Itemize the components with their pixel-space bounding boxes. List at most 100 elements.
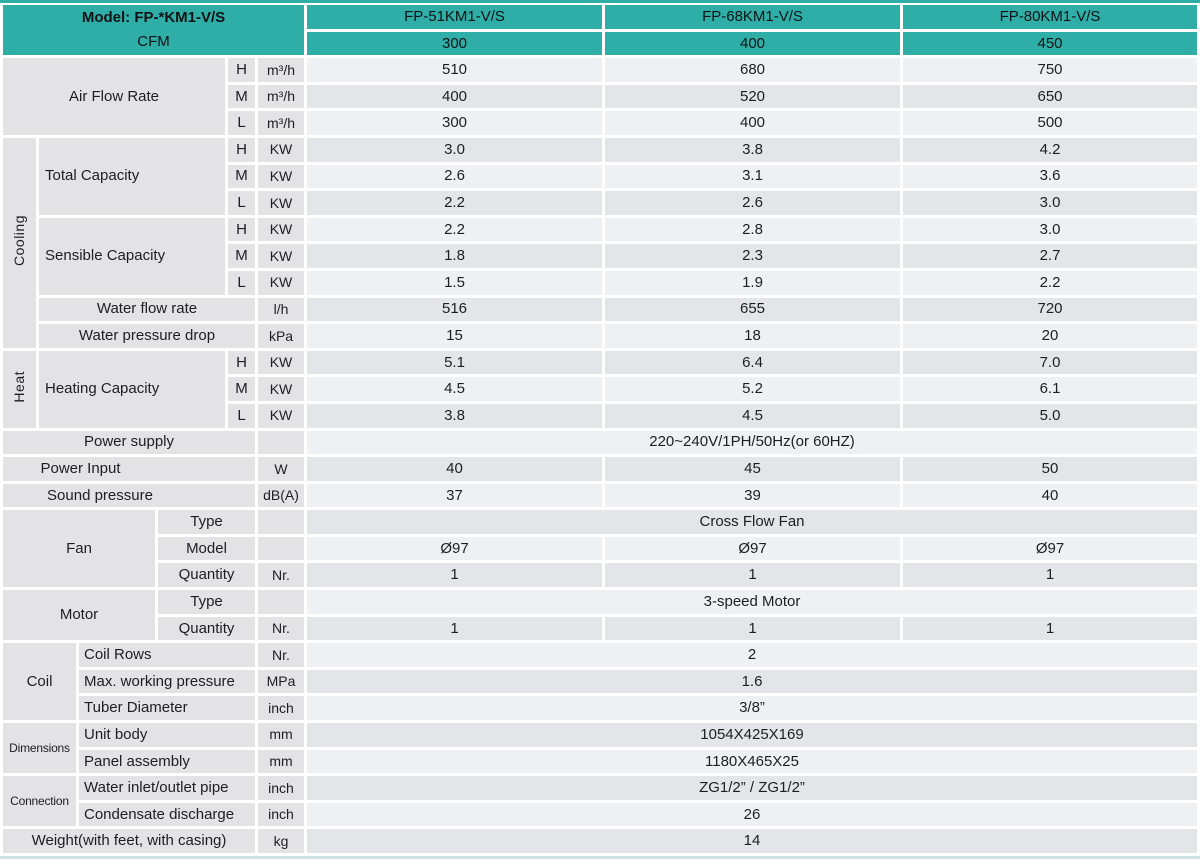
row-label-unit-body: Unit body [79, 723, 255, 750]
row-label-tuber-diameter: Tuber Diameter [79, 696, 255, 724]
value-cell: 2.6 [307, 164, 602, 192]
table-row: Connection Water inlet/outlet pipe inch … [3, 776, 1197, 830]
table-row: 300 400 450 [3, 31, 1197, 59]
row-label-power-supply: Power supply [3, 430, 255, 458]
value-cell: 2.2 [307, 191, 602, 218]
section-label-motor: Motor [3, 590, 155, 644]
value-cell: 3.0 [307, 137, 602, 165]
table-row: Sensible Capacity H KW 2.2 2.8 3.0 [3, 217, 1197, 298]
value-cell: 20 [903, 324, 1197, 351]
value-cell: 5.1 [307, 350, 602, 378]
table-row: Model Ø97 Ø97 Ø97 [3, 536, 1198, 564]
model-label: Model: FP-*KM1-V/S [81, 9, 226, 27]
row-label-heating-capacity: Heating Capacity [39, 350, 225, 431]
speed-cell: H [228, 58, 255, 85]
value-cell: 750 [903, 58, 1197, 85]
row-label-motor-quantity: Quantity [158, 616, 255, 644]
table-row: Motor Type 3-speed Motor [3, 590, 1198, 644]
unit-cell: m³/h [258, 84, 304, 112]
value-cell: Ø97 [605, 536, 900, 564]
value-cell-span: 3-speed Motor [307, 590, 1198, 617]
table-row: Power Input W 40 45 50 [3, 457, 1198, 484]
value-cell: 1 [307, 616, 602, 644]
value-cell-span: 14 [307, 829, 1197, 856]
coil-dimensions-connection-table: Coil Coil Rows Nr. 2 Max. working pressu… [0, 643, 1200, 830]
unit-cell: l/h [258, 297, 304, 325]
performance-table: Air Flow Rate H m³/h 510 680 750 M m³/h … [0, 58, 1200, 431]
unit-cell-empty [258, 590, 304, 617]
value-cell: 6.4 [605, 350, 900, 378]
value-cell: 680 [605, 58, 900, 85]
value-cell: 37 [307, 483, 602, 511]
section-label-cooling: Cooling [3, 137, 36, 351]
unit-cell-empty [258, 430, 304, 458]
value-cell-span: 1.6 [307, 669, 1197, 697]
table-row: M m³/h 400 520 650 [3, 84, 1197, 112]
section-label-heat: Heat [3, 350, 36, 431]
table-row: Max. working pressure MPa 1.6 [3, 669, 1197, 697]
speed-cell: H [228, 350, 255, 378]
column-header-model-2: FP-68KM1-V/S [605, 5, 900, 32]
unit-cell: KW [258, 350, 304, 378]
unit-cell: KW [258, 217, 304, 245]
table-row: Power supply 220~240V/1PH/50Hz(or 60HZ) [3, 430, 1198, 458]
row-label-condensate-discharge: Condensate discharge [79, 802, 255, 830]
value-cell: 1.5 [307, 270, 602, 298]
table-row: Cooling Total Capacity H KW 3.0 3.8 4.2 [3, 137, 1197, 351]
table-row: M KW 1.8 2.3 2.7 [3, 244, 1197, 271]
model-header-cell: Model: FP-*KM1-V/S CFM [3, 5, 304, 59]
row-label-fan-model: Model [158, 536, 255, 564]
unit-cell: mm [258, 723, 304, 750]
power-table: Power supply 220~240V/1PH/50Hz(or 60HZ) … [0, 430, 1200, 511]
row-label-motor-type: Type [158, 590, 255, 617]
table-row: Air Flow Rate H m³/h 510 680 750 [3, 58, 1197, 138]
header-table: Model: FP-*KM1-V/S CFM FP-51KM1-V/S FP-6… [0, 5, 1200, 59]
row-label-weight: Weight(with feet, with casing) [3, 829, 255, 856]
unit-cell: m³/h [258, 111, 304, 138]
speed-cell: H [228, 137, 255, 165]
fan-motor-table: Fan Type Cross Flow Fan Model Ø97 Ø97 Ø9… [0, 510, 1200, 644]
value-cell-span: 220~240V/1PH/50Hz(or 60HZ) [307, 430, 1198, 458]
value-cell: 4.2 [903, 137, 1197, 165]
table-row: M KW 2.6 3.1 3.6 [3, 164, 1197, 192]
value-cell: 15 [307, 324, 602, 351]
table-row: M KW 4.5 5.2 6.1 [3, 377, 1197, 404]
unit-cell: W [258, 457, 304, 484]
unit-cell: Nr. [258, 563, 304, 591]
cfm-label: CFM [137, 33, 170, 51]
unit-cell: MPa [258, 669, 304, 697]
row-label-fan-type: Type [158, 510, 255, 537]
value-cell: Ø97 [307, 536, 602, 564]
value-cell: 3.1 [605, 164, 900, 192]
row-label-air-flow-rate: Air Flow Rate [3, 58, 225, 138]
speed-cell: M [228, 84, 255, 112]
unit-cell: KW [258, 191, 304, 218]
value-cell: 45 [605, 457, 900, 484]
top-spacer [0, 3, 1200, 5]
unit-cell: KW [258, 164, 304, 192]
unit-cell: inch [258, 776, 304, 803]
unit-cell: kPa [258, 324, 304, 351]
speed-cell: L [228, 403, 255, 431]
table-row: Model: FP-*KM1-V/S CFM FP-51KM1-V/S FP-6… [3, 5, 1197, 59]
value-cell: 3.0 [903, 191, 1197, 218]
value-cell: 2.7 [903, 244, 1197, 271]
value-cell: 5.2 [605, 377, 900, 404]
table-row: Weight(with feet, with casing) kg 14 [3, 829, 1197, 856]
value-cell-span: 3/8” [307, 696, 1197, 724]
value-cell: 5.0 [903, 403, 1197, 431]
value-cell: 2.2 [307, 217, 602, 245]
value-cell: 510 [307, 58, 602, 85]
section-label-coil: Coil [3, 643, 76, 724]
table-row: Quantity Nr. 1 1 1 [3, 563, 1198, 591]
value-cell-span: ZG1/2” / ZG1/2” [307, 776, 1197, 803]
value-cell: 2.6 [605, 191, 900, 218]
value-cell-span: Cross Flow Fan [307, 510, 1198, 537]
speed-cell: M [228, 164, 255, 192]
value-cell: 400 [605, 111, 900, 138]
row-label-water-pressure-drop: Water pressure drop [39, 324, 255, 351]
value-cell: 3.8 [307, 403, 602, 431]
row-label-sound-pressure: Sound pressure [3, 483, 255, 511]
speed-cell: L [228, 270, 255, 298]
value-cell: 40 [307, 457, 602, 484]
